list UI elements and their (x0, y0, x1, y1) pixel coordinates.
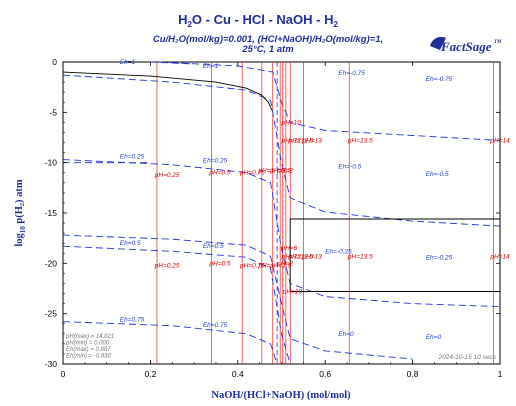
eh-line-7 (150, 61, 195, 65)
ph-label-8: pH=12.5 (287, 138, 313, 145)
ph-label-6: pH=10 (281, 119, 302, 126)
chart-title: H2O - Cu - HCl - NaOH - H2 (178, 12, 338, 29)
x-tick-label-0: 0 (61, 369, 66, 379)
ph-label-16: pH=1.5 (269, 262, 292, 269)
y-tick-label-1: -5 (49, 107, 57, 117)
eh-line-5 (62, 234, 413, 360)
y-tick-label-0: 0 (52, 57, 57, 67)
ph-label-7: pH=12 (281, 138, 302, 145)
x-axis-ticks: 0 0.2 0.4 0.6 0.8 1 (61, 62, 503, 379)
ph-label-1: pH=0.5 (208, 170, 231, 177)
ph-label-19: pH=12 (281, 253, 302, 260)
ph-label-2: pH=0.75 (239, 170, 265, 177)
eh-label-8: Eh=0.5 (120, 240, 141, 247)
eh-label-13: Eh=0.75 (203, 322, 228, 329)
eh-label-3: Eh=-0.75 (426, 76, 453, 83)
ph-labels: pH=0.25 pH=0.5 pH=0.75pH=1pH=1.5pH=2pH=10p… (154, 119, 510, 295)
ph-label-4: pH=1.5 (269, 168, 292, 175)
x-tick-label-5: 1 (498, 369, 503, 379)
eh-label-1: Eh=1 (120, 59, 136, 66)
eh-label-14: Eh=0 (338, 331, 354, 338)
y-tick-label-2: -10 (45, 158, 58, 168)
ph-label-18: pH=6 (281, 245, 298, 252)
ph-label-11: pH=14 (489, 138, 510, 145)
ph-label-13: pH=0.5 (208, 260, 231, 267)
eh-label-5: Eh=0.25 (203, 158, 228, 165)
eh-label-15: Eh=0 (426, 334, 442, 341)
eh-label-0: Eh=1 (203, 63, 219, 70)
ph-label-5: pH=2 (276, 168, 293, 175)
boundary-0 (62, 71, 273, 111)
x-tick-label-3: 0.6 (319, 369, 331, 379)
eh-label-12: Eh=0.75 (120, 317, 145, 324)
stats-line-3: Eh(min) = -0.830 (66, 354, 112, 360)
ph-label-15: pH=1 (257, 262, 274, 269)
stats-line-1: pH(min) = 0.000 (65, 341, 110, 347)
ph-label-23: pH=14 (489, 253, 510, 260)
y-tick-label-6: -30 (45, 359, 58, 369)
y-axis-ticks: 0 -5 -10 -15 -20 -25 -30 (45, 57, 500, 369)
center-marker (276, 62, 284, 364)
chart-subtitle-line2: 25°C, 1 atm (241, 44, 294, 55)
y-tick-label-5: -25 (45, 309, 58, 319)
eh-labels: Eh=1 Eh=1 Eh=-0.75 Eh=-0.75 Eh=0.25 Eh=0.25 Eh… (120, 59, 453, 341)
ph-label-22: pH=13.5 (347, 253, 373, 260)
ph-label-14: pH=0.75 (239, 262, 265, 269)
stats-line-0: pH(max) = 14.021 (65, 334, 114, 340)
ph-label-3: pH=1 (257, 168, 274, 175)
x-tick-label-4: 0.8 (407, 369, 419, 379)
y-axis-label: log10 p(H₂) atm (14, 179, 27, 247)
ph-label-20: pH=12.5 (287, 253, 313, 260)
timestamp: 2024-10-15 10 secs (438, 354, 497, 361)
eh-label-4: Eh=0.25 (120, 154, 145, 161)
y-tick-label-4: -20 (45, 258, 58, 268)
eh-line-6 (62, 321, 278, 365)
ph-label-17: pH=2 (276, 260, 293, 267)
x-tick-label-2: 0.4 (232, 369, 244, 379)
eh-label-6: Eh=-0.5 (338, 164, 361, 171)
y-tick-label-3: -15 (45, 208, 58, 218)
stats-line-2: Eh(max) = 0.887 (66, 347, 111, 353)
ph-label-9: pH=13 (301, 138, 322, 145)
eh-label-9: Eh=0.5 (203, 243, 224, 250)
eh-label-7: Eh=-0.5 (426, 171, 449, 178)
eh-label-2: Eh=-0.75 (338, 70, 365, 77)
logo-swoosh (430, 36, 446, 50)
eh-line-1 (62, 74, 501, 227)
x-axis-label: NaOH/(HCl+NaOH) (mol/mol) (211, 390, 351, 401)
eh-line-2 (62, 159, 501, 308)
logo-tm: TM (494, 40, 502, 45)
eh-line-0 (159, 61, 501, 141)
logo-text: FactSage (440, 39, 492, 54)
phase-boundaries (62, 71, 500, 292)
ph-label-21: pH=13 (301, 253, 322, 260)
x-tick-label-1: 0.2 (144, 369, 156, 379)
ph-label-0: pH=0.25 (154, 172, 180, 179)
eh-label-10: Eh=-0.25 (325, 248, 352, 255)
ph-label-12: pH=0.25 (154, 262, 180, 269)
chart-subtitle-line1: Cu/H₂O(mol/kg)=0.001, (HCl+NaOH)/H₂O(mol… (153, 34, 383, 45)
eh-label-11: Eh=-0.25 (426, 254, 453, 261)
ph-label-24: pH=10 (282, 289, 303, 296)
ph-label-10: pH=13.5 (347, 138, 373, 145)
factsage-logo: FactSage TM (430, 36, 502, 54)
